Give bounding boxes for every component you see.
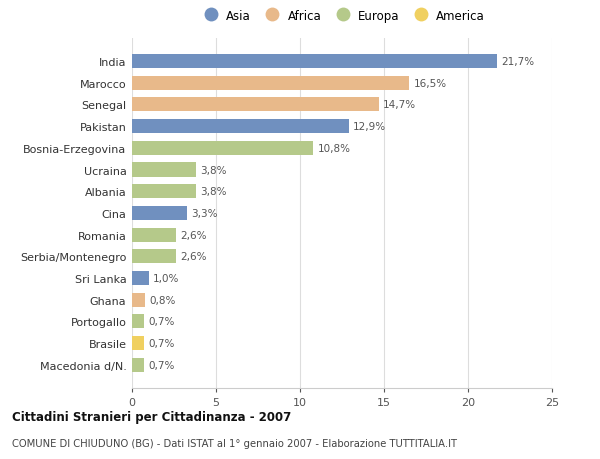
Text: 0,7%: 0,7%	[148, 360, 175, 370]
Bar	[132, 314, 144, 329]
Text: 0,8%: 0,8%	[149, 295, 176, 305]
Text: COMUNE DI CHIUDUNO (BG) - Dati ISTAT al 1° gennaio 2007 - Elaborazione TUTTITALI: COMUNE DI CHIUDUNO (BG) - Dati ISTAT al …	[12, 438, 457, 448]
Bar	[132, 55, 497, 69]
Bar	[132, 141, 313, 156]
Legend: Asia, Africa, Europa, America: Asia, Africa, Europa, America	[194, 5, 490, 27]
Text: 1,0%: 1,0%	[153, 274, 179, 283]
Text: 0,7%: 0,7%	[148, 338, 175, 348]
Text: 2,6%: 2,6%	[180, 252, 206, 262]
Text: 3,8%: 3,8%	[200, 165, 227, 175]
Bar	[132, 228, 176, 242]
Bar	[132, 77, 409, 90]
Bar	[132, 293, 145, 307]
Text: Cittadini Stranieri per Cittadinanza - 2007: Cittadini Stranieri per Cittadinanza - 2…	[12, 410, 291, 423]
Bar	[132, 207, 187, 220]
Bar	[132, 185, 196, 199]
Text: 10,8%: 10,8%	[317, 144, 350, 153]
Bar	[132, 120, 349, 134]
Bar	[132, 271, 149, 285]
Bar	[132, 250, 176, 264]
Text: 12,9%: 12,9%	[353, 122, 386, 132]
Text: 16,5%: 16,5%	[413, 78, 446, 89]
Text: 2,6%: 2,6%	[180, 230, 206, 240]
Bar	[132, 336, 144, 350]
Bar	[132, 98, 379, 112]
Text: 3,8%: 3,8%	[200, 187, 227, 197]
Text: 0,7%: 0,7%	[148, 317, 175, 327]
Bar	[132, 358, 144, 372]
Text: 14,7%: 14,7%	[383, 100, 416, 110]
Text: 3,3%: 3,3%	[191, 208, 218, 218]
Text: 21,7%: 21,7%	[501, 57, 534, 67]
Bar	[132, 163, 196, 177]
